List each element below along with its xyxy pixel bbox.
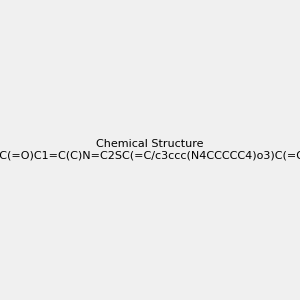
- Text: Chemical Structure
CCOC(=O)C1=C(C)N=C2SC(=C/c3ccc(N4CCCCC4)o3)C(=O)N2: Chemical Structure CCOC(=O)C1=C(C)N=C2SC…: [0, 139, 300, 161]
